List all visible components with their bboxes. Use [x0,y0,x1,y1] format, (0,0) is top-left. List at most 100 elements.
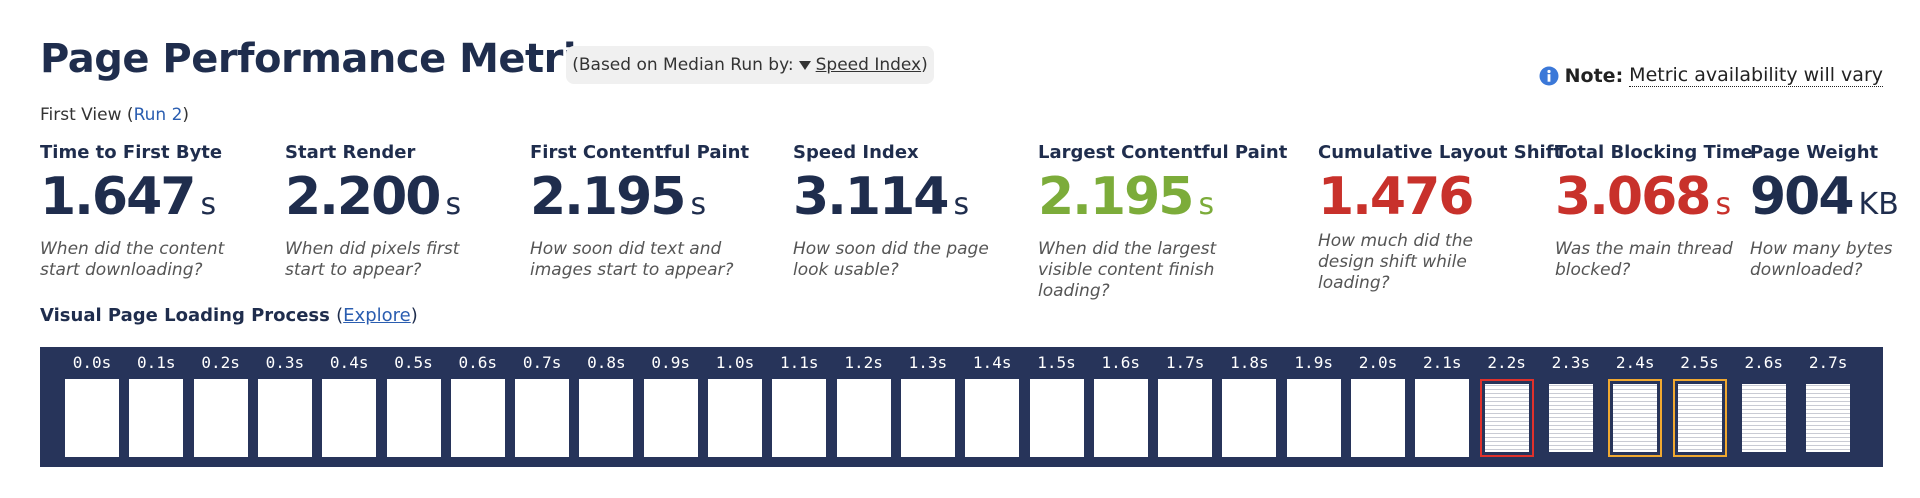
frame-thumbnail[interactable] [1672,379,1727,457]
run-info: First View (Run 2) [40,105,189,125]
metric-value-row: 3.114 s [793,167,1023,235]
frame-time: 1.7s [1165,353,1205,372]
frame-time: 1.1s [780,353,819,372]
frame-time: 1.4s [972,353,1012,372]
frame-thumbnail[interactable] [1608,379,1663,457]
frame-thumbnail[interactable] [836,379,891,457]
frame-thumbnail[interactable] [1801,379,1855,457]
frame-thumbnail[interactable] [1286,379,1341,457]
metric: Total Blocking Time 3.068 s Was the main th… [1555,142,1785,281]
frame-thumbnail[interactable] [1415,379,1470,457]
frame-thumbnail[interactable] [1093,379,1148,457]
metric-description: How much did the design shift while load… [1318,231,1473,293]
metric-unit: s [200,187,217,222]
frame-time: 1.0s [715,353,755,372]
frame-thumbnail[interactable] [322,379,377,457]
frame-time: 2.4s [1615,353,1655,372]
pill-suffix: ) [921,55,928,75]
metric-value-row: 2.195 s [1038,167,1268,235]
frame-thumbnail[interactable] [1737,379,1791,457]
filmstrip-open: ( [336,305,344,326]
metric-value-row: 1.647 s [40,167,270,235]
pill-selector[interactable]: Speed Index [815,55,922,75]
frame-thumbnail[interactable] [708,379,762,457]
frame-thumbnail[interactable] [1222,379,1277,457]
metric: Page Weight 904 KB How many bytes downloade… [1750,142,1920,281]
frame-time: 0.3s [265,353,305,372]
frame-time: 1.9s [1294,353,1333,372]
frame-thumbnail[interactable] [386,379,441,457]
frame-thumbnail[interactable] [1544,379,1598,457]
frame-time: 1.3s [908,353,948,372]
metric: Cumulative Layout Shift 1.476 How much did… [1318,142,1563,294]
frame-time: 0.7s [522,353,562,372]
frame-thumbnail[interactable] [900,379,955,457]
metric-label: Page Weight [1750,142,1879,163]
metric-value: 1.476 [1318,167,1474,227]
frame-time: 0.5s [394,353,433,372]
filmstrip-title: Visual Page Loading Process [40,305,330,326]
frame-time: 1.6s [1101,353,1141,372]
metric-unit: s [1198,187,1215,222]
metric-description: How soon did the page look usable? [793,239,989,280]
metric-value: 3.068 [1555,167,1711,227]
metric-label: Largest Contentful Paint [1038,142,1288,163]
metric: Speed Index 3.114 s How soon did the page l… [793,142,1023,281]
metric: Largest Contentful Paint 2.195 s When did t… [1038,142,1288,302]
frame-thumbnail[interactable] [65,379,119,457]
frame-thumbnail[interactable] [772,379,827,457]
metric-label: First Contentful Paint [530,142,750,163]
metric-value: 1.647 [40,167,196,227]
metric-description: When did pixels first start to appear? [285,239,460,280]
metric: Time to First Byte 1.647 s When did the con… [40,142,270,281]
frame-thumbnail[interactable] [1351,379,1405,457]
metric-label: Speed Index [793,142,919,163]
frame-thumbnail[interactable] [129,379,184,457]
run-link[interactable]: Run 2 [133,105,183,125]
frame-thumbnail[interactable] [450,379,505,457]
frame-thumbnail[interactable] [1479,379,1534,457]
frame-thumbnail[interactable] [579,379,634,457]
page-title: Page Performance Metrics [40,36,623,82]
run-text: First View ( [40,105,134,125]
filmstrip: 0.0s 0.1s 0.2s 0.3s 0.4s 0.5s 0.6s 0.7s 0.8s 0.9s… [40,347,1883,467]
metric-unit: s [445,187,462,222]
note-text[interactable]: Metric availability will vary [1629,64,1883,87]
metric-label: Cumulative Layout Shift [1318,142,1563,163]
metric-value: 2.195 [530,167,686,227]
metric: Start Render 2.200 s When did pixels first … [285,142,515,281]
note-label: Note: [1564,64,1624,87]
frame-time: 2.5s [1680,353,1719,372]
explore-link[interactable]: Explore [343,305,411,326]
run-close: ) [182,105,190,125]
dropdown-arrow [798,61,811,70]
frame-time: 2.3s [1551,353,1591,372]
frame-thumbnail[interactable] [515,379,570,457]
metric-unit: s [690,187,707,222]
metric-description: Was the main thread blocked? [1555,239,1733,280]
frame-time: 2.0s [1358,353,1398,372]
frame-time: 0.8s [587,353,626,372]
frame-thumbnail[interactable] [1029,379,1084,457]
frame-thumbnail[interactable] [257,379,312,457]
metric-description: When did the content start downloading? [40,239,225,280]
metric-label: Start Render [285,142,416,163]
filmstrip-close: ) [410,305,418,326]
frame-time: 2.6s [1744,353,1784,372]
metric-value-row: 1.476 [1318,167,1548,227]
frame-time: 0.0s [72,353,112,372]
pill-prefix: (Based on Median Run by: [572,55,794,75]
frame-time: 0.6s [458,353,498,372]
metric-description: How soon did text and images start to ap… [530,239,734,280]
frame-time: 1.2s [844,353,883,372]
metric-value: 3.114 [793,167,949,227]
metric-value-row: 2.200 s [285,167,515,235]
frame-time: 2.2s [1487,353,1526,372]
metric-value: 2.200 [285,167,441,227]
frame-thumbnail[interactable] [643,379,698,457]
frame-thumbnail[interactable] [965,379,1020,457]
note: Note: Metric availability will vary [1539,64,1883,87]
frame-thumbnail[interactable] [193,379,248,457]
frame-thumbnail[interactable] [1158,379,1213,457]
